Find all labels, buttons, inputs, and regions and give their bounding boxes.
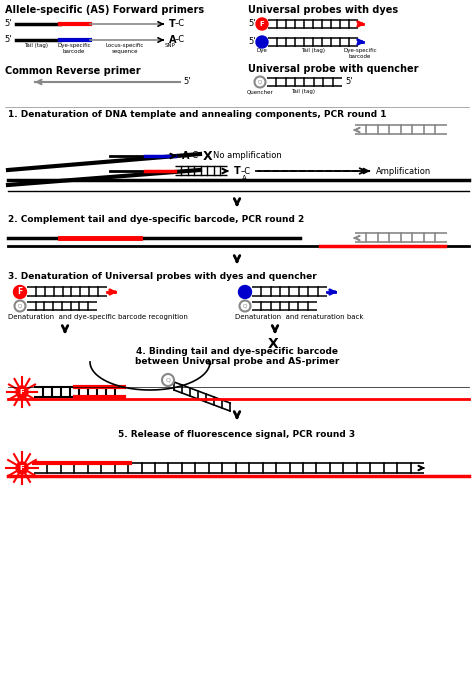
Text: Tail (tag): Tail (tag): [291, 89, 315, 94]
Text: 5': 5': [4, 36, 11, 45]
Text: A: A: [242, 175, 247, 181]
Text: 5. Release of fluorescence signal, PCR round 3: 5. Release of fluorescence signal, PCR r…: [118, 430, 356, 439]
Text: 5': 5': [345, 78, 353, 87]
Text: Tail (tag): Tail (tag): [24, 43, 48, 48]
Text: 5': 5': [248, 20, 255, 29]
Text: 5': 5': [248, 38, 255, 46]
Circle shape: [16, 462, 28, 474]
Text: Dye: Dye: [256, 48, 267, 53]
Text: 2. Complement tail and dye-specific barcode, PCR round 2: 2. Complement tail and dye-specific barc…: [8, 215, 304, 224]
Text: –C: –C: [175, 20, 185, 29]
Text: F: F: [19, 465, 24, 471]
Circle shape: [239, 300, 250, 312]
Circle shape: [162, 374, 174, 386]
Text: F: F: [18, 288, 23, 297]
Text: Universal probes with dyes: Universal probes with dyes: [248, 5, 398, 15]
Text: Locus-specific
sequence: Locus-specific sequence: [106, 43, 144, 54]
Text: Amplification: Amplification: [376, 167, 431, 176]
Circle shape: [256, 36, 268, 48]
Text: –C: –C: [175, 36, 185, 45]
Text: Quencher: Quencher: [246, 89, 273, 94]
Text: Common Reverse primer: Common Reverse primer: [5, 66, 141, 76]
Text: T: T: [234, 166, 241, 176]
Text: Q: Q: [18, 304, 22, 309]
Text: –C: –C: [189, 151, 199, 160]
Circle shape: [13, 286, 27, 298]
Circle shape: [16, 386, 28, 398]
Text: Allele-specific (AS) Forward primers: Allele-specific (AS) Forward primers: [5, 5, 204, 15]
Text: Denaturation  and dye-specific barcode recognition: Denaturation and dye-specific barcode re…: [8, 314, 188, 320]
Circle shape: [15, 300, 26, 312]
Text: Q: Q: [258, 80, 262, 85]
Text: X: X: [268, 337, 279, 351]
Text: SNP: SNP: [164, 43, 175, 48]
Text: 5': 5': [183, 78, 191, 87]
Text: –C: –C: [241, 167, 251, 176]
Text: Dye-specific
barcode: Dye-specific barcode: [343, 48, 377, 59]
Text: 5': 5': [4, 20, 11, 29]
Circle shape: [256, 18, 268, 30]
Text: No amplification: No amplification: [213, 151, 282, 160]
Text: F: F: [19, 389, 24, 395]
Text: 1. Denaturation of DNA template and annealing components, PCR round 1: 1. Denaturation of DNA template and anne…: [8, 110, 386, 119]
Text: A: A: [169, 35, 176, 45]
Text: Q: Q: [243, 304, 247, 309]
Circle shape: [255, 76, 265, 88]
Text: Universal probe with quencher: Universal probe with quencher: [248, 64, 419, 74]
Text: Denaturation  and renaturation back: Denaturation and renaturation back: [235, 314, 364, 320]
Text: X: X: [203, 150, 213, 162]
Text: T: T: [169, 19, 176, 29]
Circle shape: [238, 286, 252, 298]
Text: Q: Q: [165, 377, 171, 382]
Text: 4. Binding tail and dye-specific barcode
between Universal probe and AS-primer: 4. Binding tail and dye-specific barcode…: [135, 347, 339, 366]
Text: Dye-specific
barcode: Dye-specific barcode: [57, 43, 91, 54]
Text: 3. Denaturation of Universal probes with dyes and quencher: 3. Denaturation of Universal probes with…: [8, 272, 317, 281]
Text: F: F: [260, 21, 264, 27]
Text: A: A: [182, 151, 190, 161]
Text: Tail (tag): Tail (tag): [301, 48, 325, 53]
